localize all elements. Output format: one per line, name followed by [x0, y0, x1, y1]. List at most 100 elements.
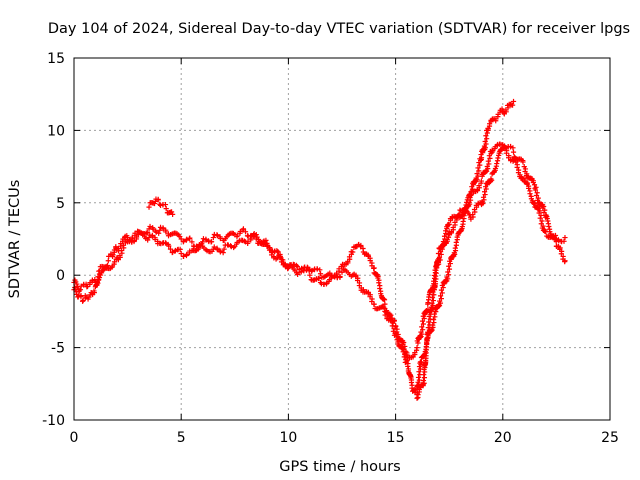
- data-point: [435, 250, 442, 257]
- data-point: [210, 234, 216, 241]
- data-point: [170, 211, 176, 217]
- data-point: [441, 233, 448, 239]
- data-point: [426, 319, 432, 325]
- data-point: [452, 245, 458, 251]
- data-point: [157, 227, 163, 233]
- y-tick-label: 15: [47, 51, 65, 67]
- data-point: [119, 247, 125, 254]
- data-point: [153, 229, 159, 235]
- data-point: [166, 243, 172, 249]
- data-point: [214, 233, 220, 239]
- data-point: [184, 251, 190, 257]
- data-point: [562, 234, 568, 241]
- data-point: [294, 263, 300, 270]
- data-point: [459, 223, 465, 230]
- data-point: [510, 98, 517, 105]
- data-point: [485, 158, 491, 164]
- data-point: [457, 212, 463, 218]
- data-point: [143, 230, 149, 236]
- data-point: [446, 263, 452, 269]
- data-point: [135, 232, 141, 238]
- data-point: [307, 272, 313, 278]
- data-point: [527, 191, 533, 197]
- data-point: [429, 295, 436, 301]
- data-point: [317, 271, 324, 277]
- data-point: [149, 233, 156, 239]
- data-point: [329, 273, 335, 279]
- data-point: [376, 280, 382, 286]
- data-point: [542, 207, 548, 213]
- x-axis-label: GPS time / hours: [279, 459, 400, 475]
- data-point: [484, 136, 490, 142]
- data-point: [401, 346, 407, 352]
- data-point: [461, 213, 467, 219]
- data-point: [418, 359, 424, 365]
- data-point: [503, 150, 510, 156]
- data-point: [501, 145, 507, 151]
- data-point: [414, 345, 420, 351]
- data-point: [433, 267, 439, 273]
- y-tick-label: -10: [42, 413, 65, 429]
- data-point: [317, 267, 323, 273]
- data-point: [480, 194, 487, 200]
- data-point: [96, 274, 103, 281]
- data-point: [475, 173, 481, 179]
- data-point: [167, 246, 174, 252]
- data-point: [189, 239, 195, 245]
- data-point: [534, 190, 540, 196]
- data-point: [253, 232, 259, 238]
- data-point: [264, 242, 270, 248]
- data-point: [298, 268, 304, 275]
- data-point: [221, 246, 227, 252]
- data-point: [509, 102, 516, 108]
- data-point: [404, 358, 410, 364]
- data-point: [339, 269, 345, 275]
- data-point: [337, 273, 343, 280]
- y-tick-label: -5: [51, 341, 65, 357]
- y-tick-label: 10: [47, 123, 65, 139]
- data-point: [105, 258, 111, 264]
- data-point: [214, 246, 220, 253]
- data-point: [543, 229, 549, 235]
- data-point: [336, 266, 342, 272]
- data-point: [184, 236, 190, 242]
- data-point: [146, 204, 152, 210]
- data-point: [113, 244, 119, 250]
- x-tick-label: 10: [279, 430, 297, 446]
- x-tick-label: 20: [494, 430, 512, 446]
- data-point: [446, 221, 452, 228]
- data-point: [420, 327, 426, 333]
- data-point: [417, 371, 423, 378]
- data-point: [537, 215, 543, 221]
- chart-title: Day 104 of 2024, Sidereal Day-to-day VTE…: [48, 21, 630, 37]
- data-point: [429, 300, 435, 306]
- data-point: [377, 285, 383, 292]
- data-point: [245, 239, 251, 245]
- data-point: [403, 352, 410, 358]
- data-point: [220, 249, 226, 256]
- grid: [74, 58, 610, 420]
- data-point: [558, 251, 564, 257]
- data-point: [350, 249, 356, 255]
- data-point: [436, 303, 443, 309]
- data-point: [478, 156, 484, 162]
- data-point: [562, 258, 568, 264]
- data-point: [520, 159, 526, 165]
- data-point: [445, 272, 452, 278]
- data-point: [419, 324, 425, 330]
- data-point: [439, 290, 445, 296]
- data-point: [437, 293, 444, 299]
- data-point: [200, 239, 206, 245]
- data-point: [371, 265, 377, 271]
- data-point: [427, 316, 433, 322]
- data-point: [181, 253, 187, 259]
- tick-labels: 0 5 10 15 20 25 -10 -5 0 5 10 15: [42, 51, 619, 446]
- data-point: [485, 126, 491, 132]
- data-point: [483, 141, 489, 147]
- data-point: [494, 160, 500, 167]
- data-point: [538, 212, 544, 219]
- data-point: [414, 395, 420, 401]
- data-point: [499, 106, 505, 112]
- data-point: [495, 155, 501, 161]
